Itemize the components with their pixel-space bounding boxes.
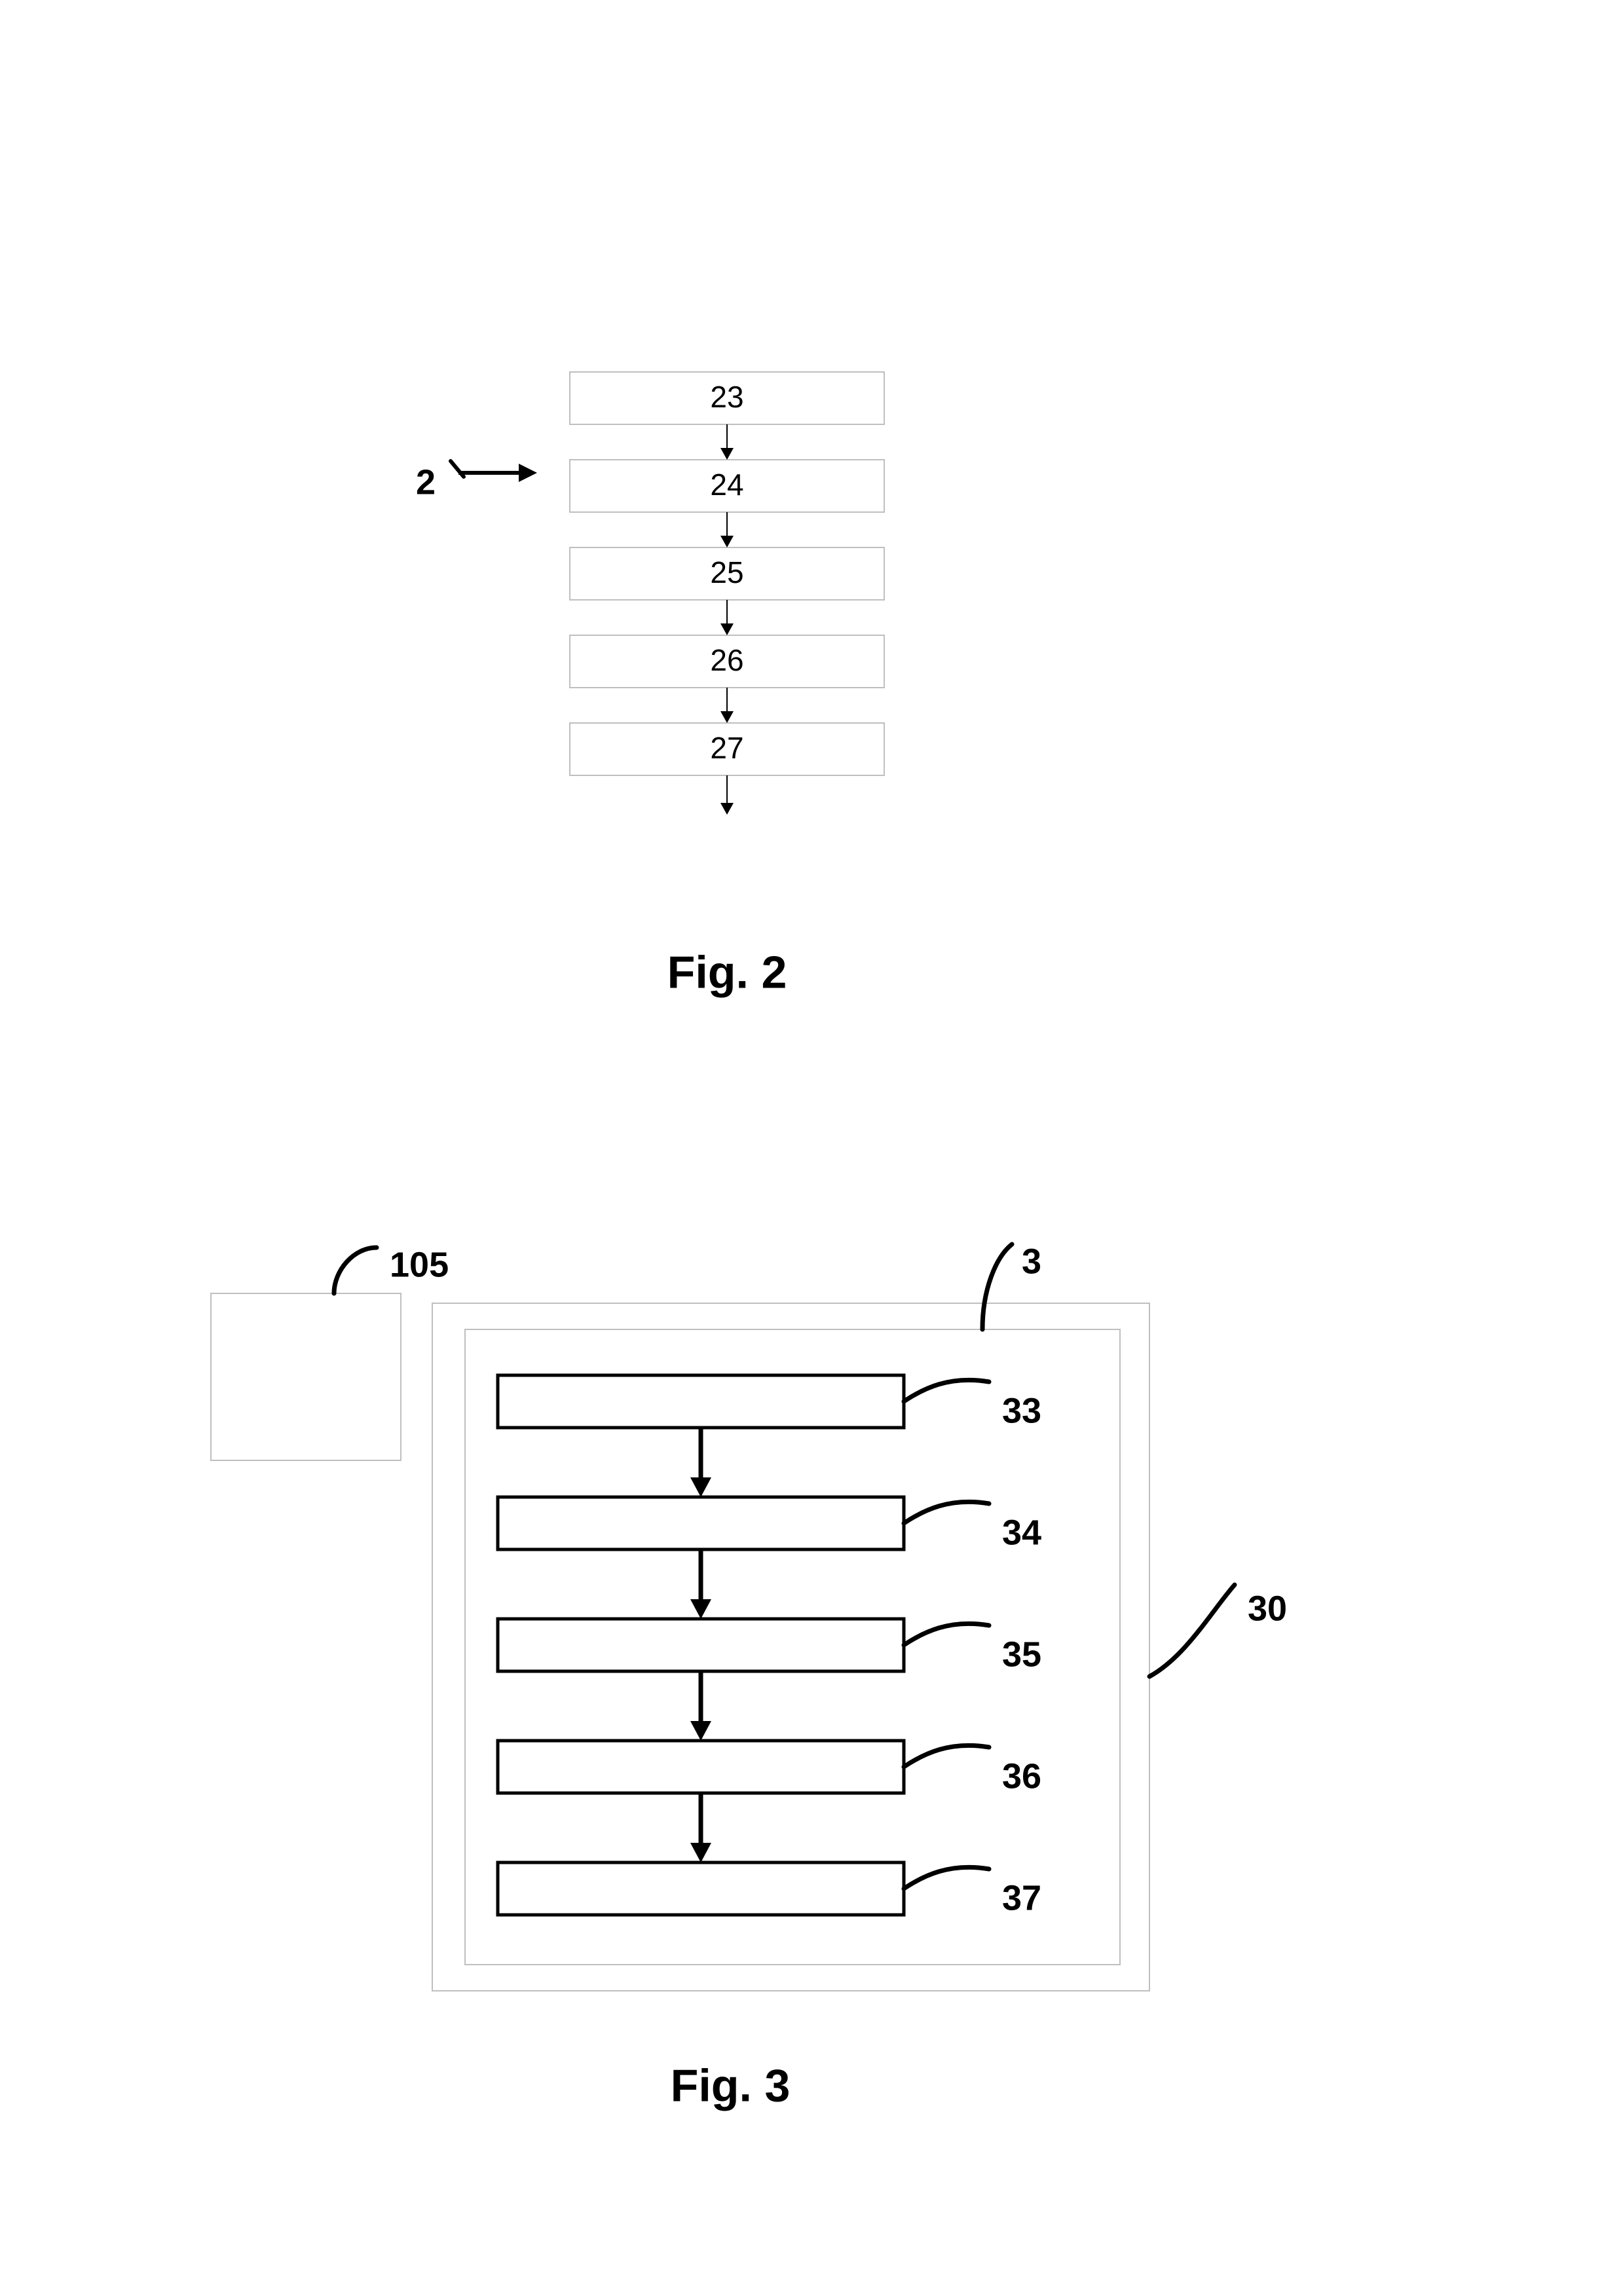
flow-arrow-head [720,623,734,635]
fig3-detached-box [211,1293,401,1460]
fig2-step-label: 23 [710,380,743,414]
fig2-step-label: 24 [710,468,743,502]
flow-arrow-head [720,448,734,460]
fig3-ref105-label: 105 [390,1245,449,1284]
flow-arrow-head [720,803,734,815]
fig3-outer-box [432,1303,1149,1991]
leader-line [904,1745,989,1767]
flow-arrow-head [720,536,734,547]
leader-line [904,1502,989,1523]
flow-arrow-head [690,1843,711,1862]
flow-arrow-head [690,1721,711,1741]
pointer-arrow-head [519,464,537,482]
fig2-step-label: 27 [710,731,743,765]
fig3-box-ref-label: 33 [1002,1391,1041,1430]
leader-line [904,1623,989,1645]
fig2-ref-label: 2 [416,462,436,502]
fig3-box-ref-label: 37 [1002,1878,1041,1917]
leader-line [334,1248,377,1293]
fig3-ref3-label: 3 [1022,1242,1041,1281]
leader-line [982,1244,1012,1329]
fig3-box-ref-label: 36 [1002,1756,1041,1796]
leader-line [1149,1585,1235,1676]
fig3-step-box [498,1862,904,1915]
flow-arrow-head [720,711,734,723]
fig3-step-box [498,1375,904,1428]
flow-arrow-head [690,1599,711,1619]
fig3-box-ref-label: 34 [1002,1513,1041,1552]
fig3-step-box [498,1497,904,1549]
flow-arrow-head [690,1477,711,1497]
fig3-step-box [498,1619,904,1671]
leader-line [904,1380,989,1401]
fig3-ref30-label: 30 [1248,1589,1287,1628]
fig2-step-label: 26 [710,643,743,677]
fig2-caption: Fig. 2 [667,946,787,997]
leader-line [904,1867,989,1889]
fig2-step-label: 25 [710,555,743,589]
fig3-step-box [498,1741,904,1793]
fig3-box-ref-label: 35 [1002,1635,1041,1674]
fig3-caption: Fig. 3 [671,2060,791,2111]
